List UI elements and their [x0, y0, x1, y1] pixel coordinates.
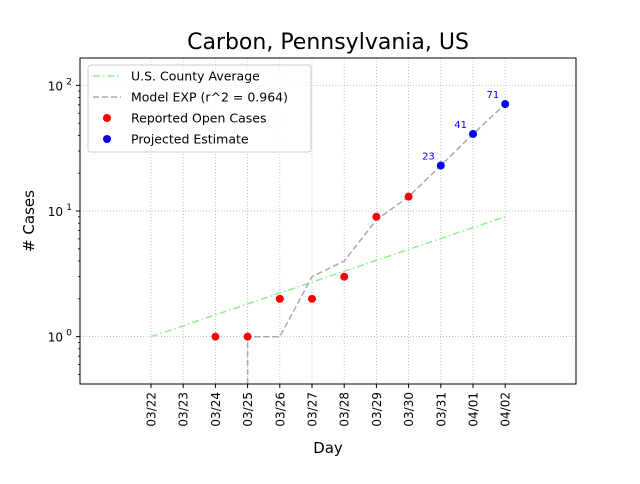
data-point-projected-estimate — [501, 100, 510, 109]
data-label: 41 — [454, 120, 467, 131]
chart-title: Carbon, Pennsylvania, US — [187, 30, 469, 55]
legend-label: U.S. County Average — [131, 69, 260, 84]
series-lines — [150, 103, 506, 384]
y-tick-label: 10 — [48, 205, 63, 219]
data-point-reported-open-cases — [372, 212, 381, 221]
x-tick-label: 04/02 — [499, 392, 513, 427]
y-tick-label: 10 — [48, 331, 63, 345]
y-tick-label-base: 10 — [48, 331, 63, 345]
legend-label: Reported Open Cases — [131, 111, 267, 126]
x-axis-ticks: 03/22 03/23 03/24 03/25 03/26 03/27 03/28 03/29… — [145, 384, 513, 427]
y-tick-label-exponent: 1 — [66, 203, 72, 213]
data-point-reported-open-cases — [275, 294, 284, 303]
plot-frame — [79, 57, 577, 385]
data-point-reported-open-cases — [340, 272, 349, 281]
x-tick-label: 03/23 — [177, 392, 191, 427]
x-tick-label: 03/27 — [306, 392, 320, 427]
legend-label: Projected Estimate — [131, 132, 249, 147]
x-tick-label: 03/26 — [273, 392, 287, 427]
x-tick-label: 03/25 — [241, 392, 255, 427]
data-point-reported-open-cases — [404, 192, 413, 201]
data-label: 23 — [422, 152, 435, 163]
legend-marker-reported-open-cases — [103, 114, 111, 122]
legend-marker-projected-estimate — [103, 135, 111, 143]
y-tick-label: 10 — [48, 79, 63, 93]
x-tick-label: 03/29 — [370, 392, 384, 427]
legend: U.S. County Average Model EXP (r^2 = 0.96… — [87, 64, 312, 153]
legend-label: Model EXP (r^2 = 0.964) — [131, 90, 288, 105]
x-tick-label: 03/28 — [338, 392, 352, 427]
series-line-model-exp-r-2-0-964 — [246, 103, 506, 384]
data-point-projected-estimate — [469, 129, 477, 138]
y-tick-label-base: 10 — [48, 205, 63, 219]
x-tick-label: 03/30 — [402, 392, 416, 427]
y-tick-label-exponent: 0 — [66, 329, 72, 339]
y-axis-label: # Cases — [20, 190, 38, 252]
x-tick-label: 03/31 — [434, 392, 448, 427]
data-point-reported-open-cases — [308, 294, 316, 303]
x-tick-label: 03/24 — [209, 392, 223, 427]
x-tick-label: 03/22 — [145, 392, 159, 427]
series-markers: 23 41 71 — [211, 90, 510, 341]
x-axis-label: Day — [313, 439, 343, 457]
series-line-u-s-county-average — [150, 215, 506, 338]
data-point-reported-open-cases — [243, 332, 252, 341]
data-point-projected-estimate — [436, 161, 445, 170]
data-label: 71 — [486, 90, 499, 101]
legend-box — [87, 64, 312, 153]
y-tick-label-base: 10 — [48, 79, 63, 93]
x-tick-label: 04/01 — [467, 392, 481, 427]
data-point-reported-open-cases — [211, 332, 220, 341]
y-tick-label-exponent: 2 — [66, 77, 72, 87]
